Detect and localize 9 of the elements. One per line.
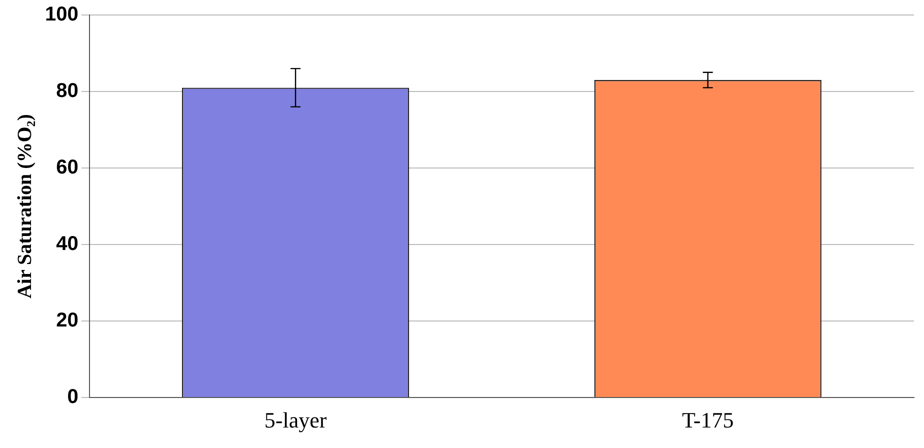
x-tick-label: 5-layer xyxy=(264,408,328,433)
y-tick-label: 60 xyxy=(56,156,78,179)
y-tick-label: 100 xyxy=(44,4,78,26)
y-axis-title: Air Saturation (%O₂) xyxy=(14,114,36,299)
y-tick-label: 80 xyxy=(56,80,78,102)
y-tick-label: 0 xyxy=(67,386,78,408)
y-tick-label: 20 xyxy=(56,310,78,332)
x-tick-label: T-175 xyxy=(682,408,734,433)
y-tick-label: 40 xyxy=(56,233,78,256)
